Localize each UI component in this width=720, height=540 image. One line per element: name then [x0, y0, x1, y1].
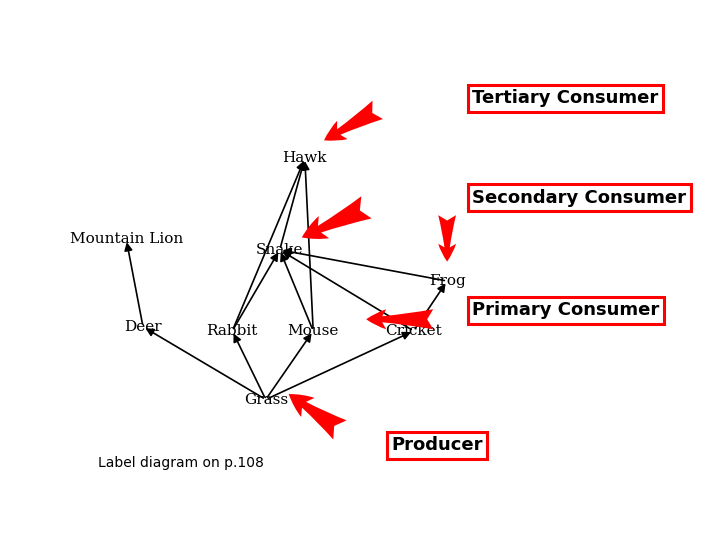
- Text: Hawk: Hawk: [282, 151, 327, 165]
- Text: Tertiary Consumer: Tertiary Consumer: [472, 89, 659, 107]
- Text: Label diagram on p.108: Label diagram on p.108: [99, 456, 264, 470]
- Text: Secondary Consumer: Secondary Consumer: [472, 189, 686, 207]
- Text: Snake: Snake: [256, 243, 303, 257]
- Text: Grass: Grass: [243, 393, 288, 407]
- Text: Mouse: Mouse: [287, 324, 339, 338]
- Text: Frog: Frog: [428, 274, 466, 288]
- Text: Cricket: Cricket: [385, 324, 442, 338]
- Text: Deer: Deer: [124, 320, 162, 334]
- Text: Primary Consumer: Primary Consumer: [472, 301, 660, 319]
- Text: Producer: Producer: [392, 436, 483, 454]
- Text: Rabbit: Rabbit: [207, 324, 258, 338]
- Text: Mountain Lion: Mountain Lion: [70, 232, 183, 246]
